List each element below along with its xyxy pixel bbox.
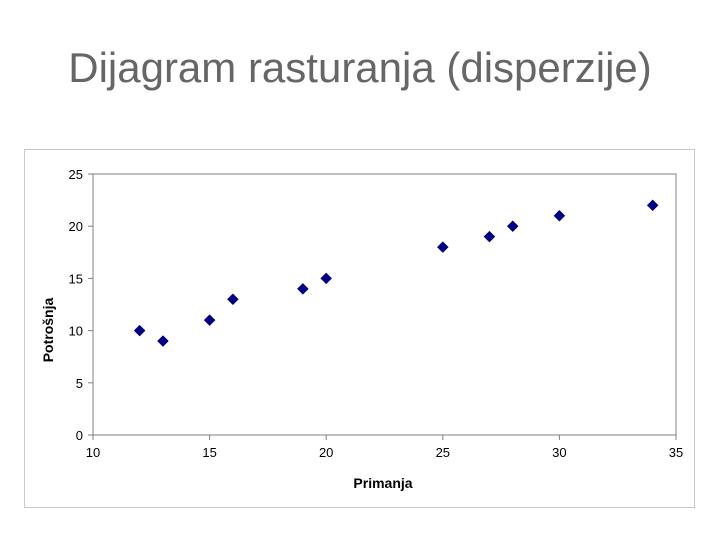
scatter-chart: 0 5 10 15 20 25 10 15 20 25 30 35 Primanja Potrošn… xyxy=(40,167,683,491)
data-point xyxy=(157,335,169,347)
y-tick-label: 25 xyxy=(69,167,83,182)
x-tick-label: 10 xyxy=(86,445,100,460)
data-point xyxy=(203,314,216,327)
x-tick-label: 25 xyxy=(436,445,450,460)
x-tick-label: 35 xyxy=(669,445,683,460)
data-point xyxy=(553,209,566,222)
data-point xyxy=(646,199,659,212)
y-tick-label: 10 xyxy=(69,324,83,339)
x-tick-label: 30 xyxy=(552,445,566,460)
slide-title: Dijagram rasturanja (disperzije) xyxy=(68,44,652,91)
x-axis-title: Primanja xyxy=(353,475,412,491)
y-axis-ticks: 0 5 10 15 20 25 xyxy=(69,167,93,443)
chart-frame: 0 5 10 15 20 25 10 15 20 25 30 35 Primanja Potrošn… xyxy=(24,149,695,508)
data-point xyxy=(483,230,496,243)
plot-area xyxy=(92,173,677,436)
data-point xyxy=(320,272,333,285)
plot-area-border xyxy=(92,173,677,436)
y-axis-title: Potrošnja xyxy=(40,298,56,363)
data-point xyxy=(436,241,449,253)
x-tick-label: 20 xyxy=(319,445,333,460)
y-tick-label: 5 xyxy=(76,376,83,391)
data-point xyxy=(227,293,239,306)
data-point xyxy=(297,282,309,295)
x-axis-ticks: 10 15 20 25 30 35 xyxy=(86,435,683,460)
y-tick-label: 0 xyxy=(76,428,83,443)
y-tick-label: 15 xyxy=(69,271,83,286)
data-points xyxy=(133,199,659,347)
data-point xyxy=(133,324,146,337)
x-tick-label: 15 xyxy=(202,445,216,460)
y-tick-label: 20 xyxy=(69,219,83,234)
data-point xyxy=(506,220,519,233)
